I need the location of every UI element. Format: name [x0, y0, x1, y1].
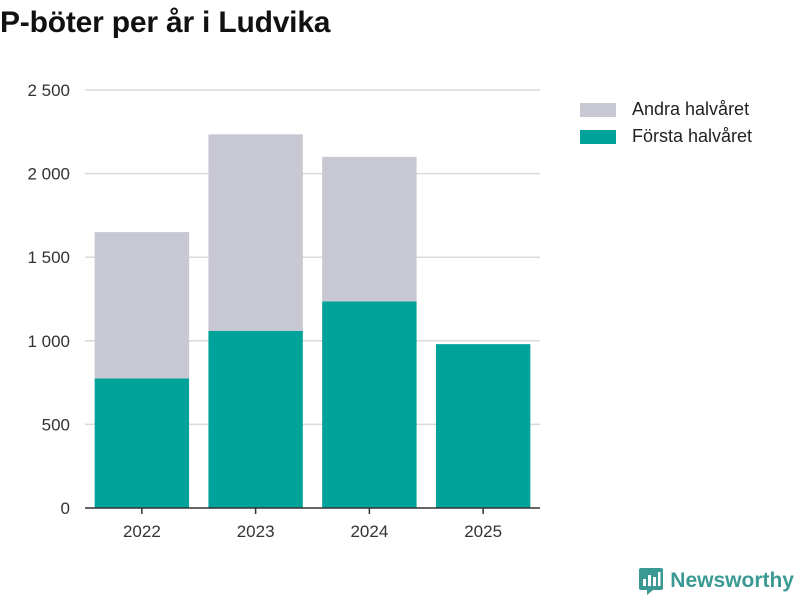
legend-label-andra: Andra halvåret — [632, 99, 750, 119]
bar-forsta-2023 — [208, 330, 303, 508]
x-tick-label: 2025 — [464, 522, 502, 541]
legend-item-andra: Andra halvåret — [580, 96, 752, 123]
brand-name: Newsworthy — [670, 569, 794, 592]
y-tick-label: 2 500 — [27, 81, 70, 100]
y-tick-label: 2 000 — [27, 165, 70, 184]
bar-andra-2022 — [94, 232, 190, 379]
legend-label-forsta: Första halvåret — [632, 126, 753, 146]
y-tick-label: 1 000 — [27, 332, 70, 351]
bar-forsta-2022 — [94, 378, 190, 508]
bar-andra-2024 — [322, 156, 417, 302]
newsworthy-logo: Newsworthy — [638, 566, 794, 596]
x-tick-label: 2024 — [350, 522, 388, 541]
legend-swatch-forsta — [580, 129, 616, 144]
legend: Andra halvåret Första halvåret — [580, 96, 752, 150]
bar-forsta-2025 — [435, 344, 531, 508]
newsworthy-logo-icon — [639, 568, 664, 595]
legend-item-forsta: Första halvåret — [580, 123, 752, 150]
bar-forsta-2024 — [322, 301, 417, 508]
y-tick-label: 1 500 — [27, 248, 70, 267]
y-tick-label: 500 — [42, 415, 70, 434]
bars — [94, 134, 531, 508]
x-tick-label: 2023 — [237, 522, 275, 541]
x-tick-label: 2022 — [123, 522, 161, 541]
y-axis-tick-labels: 0 500 1 000 1 500 2 000 2 500 — [27, 81, 70, 518]
y-tick-label: 0 — [61, 499, 70, 518]
x-axis-tick-labels: 2022 2023 2024 2025 — [123, 508, 502, 541]
bar-andra-2023 — [208, 134, 303, 331]
legend-swatch-andra — [580, 102, 616, 117]
chart-title: P-böter per år i Ludvika — [0, 6, 331, 39]
